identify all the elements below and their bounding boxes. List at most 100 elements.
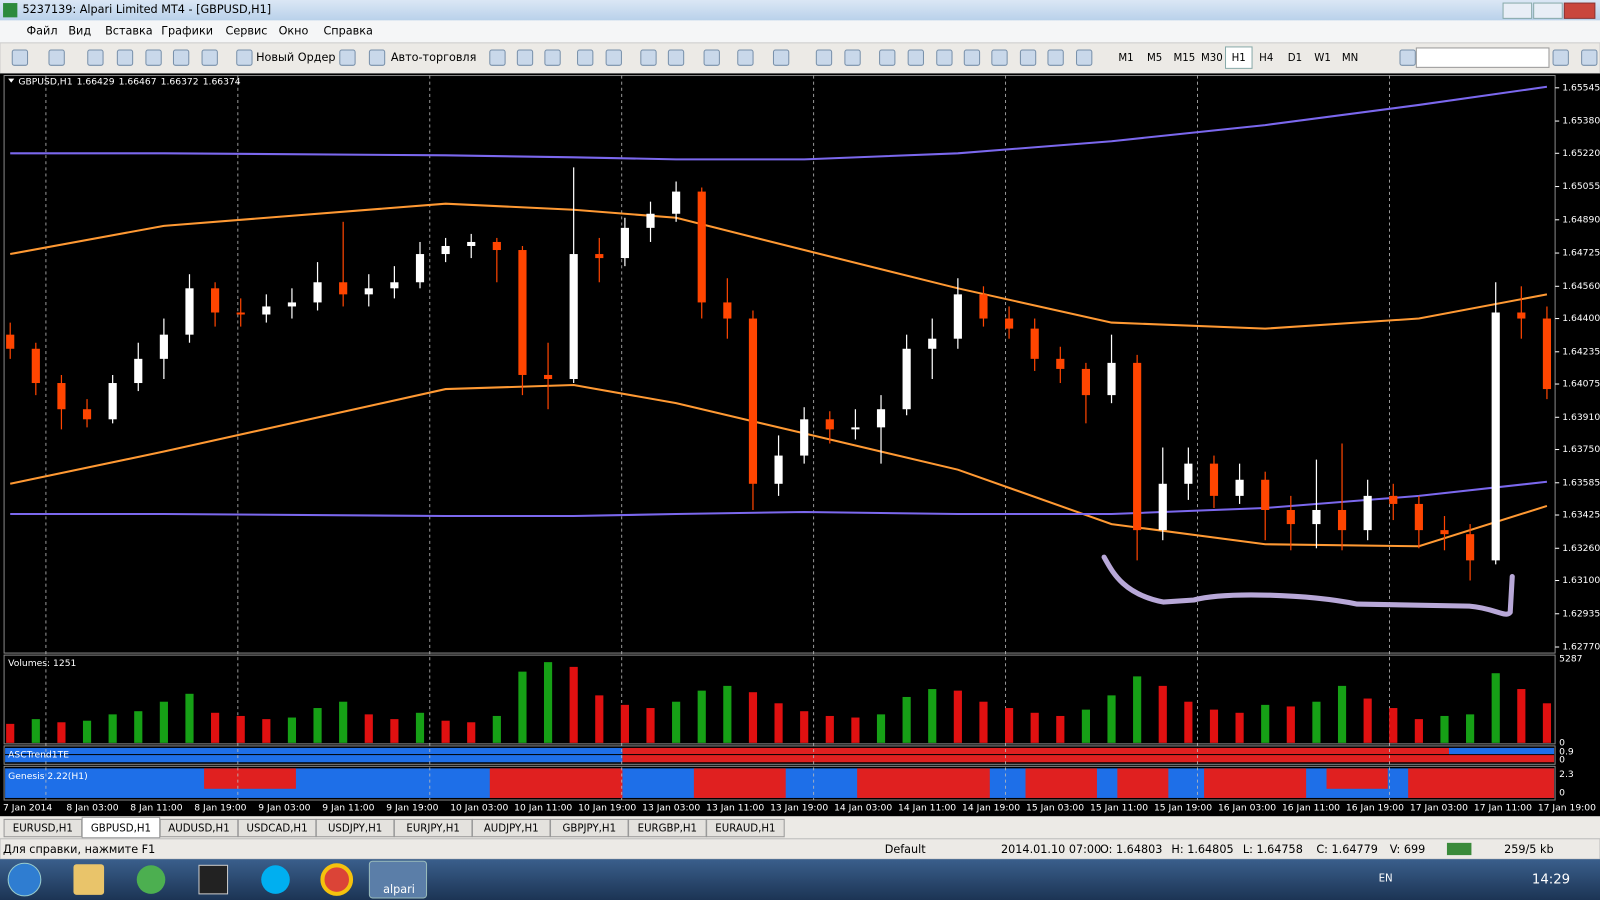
candle-body [723, 302, 732, 319]
toolbar-icon[interactable] [1019, 49, 1037, 66]
toolbar-icon[interactable] [1552, 49, 1569, 66]
toolbar-icon[interactable] [844, 49, 861, 66]
timeframe-button[interactable]: M5 [1147, 53, 1162, 64]
toolbar-icon[interactable] [640, 49, 657, 66]
toolbar-icon[interactable] [577, 49, 594, 66]
header-close: 1.66374 [203, 76, 241, 87]
hand-drawn-annotation [1101, 554, 1515, 617]
menu-item[interactable]: Сервис [226, 25, 268, 38]
toolbar-icon[interactable] [737, 49, 754, 66]
toolbar-icon[interactable] [605, 49, 622, 66]
taskbar-chrome[interactable] [320, 863, 354, 896]
taskbar-utorrent[interactable] [136, 865, 166, 894]
time-label: 17 Jan 03:00 [1410, 803, 1468, 814]
candle-body [928, 338, 937, 349]
toolbar-icon[interactable] [48, 49, 65, 66]
toolbar-icon[interactable] [936, 49, 953, 66]
volume-bar [108, 714, 117, 743]
toolbar-icon[interactable] [1076, 49, 1093, 66]
toolbar-icon[interactable] [172, 49, 190, 66]
timeframe-button[interactable]: M15 [1173, 53, 1195, 64]
menu-item[interactable]: Файл [27, 25, 58, 38]
menu-item[interactable]: Графики [161, 25, 213, 38]
candle-body [339, 282, 348, 295]
price-tick-label: 1.63100 [1562, 575, 1600, 586]
close-button[interactable] [1563, 2, 1596, 19]
timeframe-button[interactable]: M30 [1201, 53, 1223, 64]
menu-bar [0, 20, 1600, 43]
toolbar-icon[interactable] [907, 49, 924, 66]
search-box[interactable] [1415, 47, 1550, 68]
taskbar-alpari[interactable] [368, 860, 428, 899]
menu-item[interactable]: Справка [323, 25, 372, 38]
toolbar-icon[interactable] [87, 49, 104, 66]
toolbar-icon[interactable] [1399, 49, 1416, 66]
toolbar-icon[interactable] [339, 49, 356, 66]
menu-item[interactable]: Вид [68, 25, 91, 38]
candle-body [492, 241, 501, 251]
time-label: 7 Jan 2014 [3, 803, 52, 814]
price-tick-label: 1.65545 [1562, 82, 1600, 93]
toolbar-button[interactable]: Авто-торговля [391, 51, 477, 64]
volume-bar [467, 722, 476, 743]
asc-strip [1448, 747, 1555, 755]
toolbar-icon[interactable] [11, 49, 29, 66]
start-button[interactable] [7, 862, 42, 897]
timeframe-button[interactable]: M1 [1118, 53, 1133, 64]
candle-body [1235, 479, 1244, 496]
genesis-strip [693, 768, 786, 798]
volume-bar [1363, 698, 1372, 743]
taskbar-skype[interactable] [261, 865, 290, 894]
tab-label: EURGBP,H1 [638, 824, 697, 835]
tab-label: EURAUD,H1 [715, 824, 775, 835]
toolbar-icon[interactable] [116, 49, 134, 66]
toolbar-icon[interactable] [963, 49, 981, 66]
volume-bar [569, 666, 578, 743]
toolbar-icon[interactable] [201, 49, 218, 66]
toolbar-icon[interactable] [1581, 49, 1598, 66]
maximize-button[interactable] [1533, 2, 1563, 19]
volume-bar [1517, 689, 1526, 743]
volume-bar [672, 701, 681, 743]
volume-bar [1261, 704, 1270, 743]
tab[interactable] [706, 818, 785, 838]
taskbar-app[interactable] [198, 864, 229, 895]
timeframe-button[interactable]: H4 [1259, 53, 1273, 64]
candle-body [1312, 509, 1321, 525]
toolbar-icon[interactable] [1047, 49, 1064, 66]
toolbar-icon[interactable] [991, 49, 1008, 66]
time-label: 16 Jan 03:00 [1218, 803, 1276, 814]
timeframe-button[interactable]: D1 [1288, 53, 1302, 64]
toolbar-icon[interactable] [703, 49, 720, 66]
toolbar-icon[interactable] [544, 49, 561, 66]
minimize-button[interactable] [1502, 2, 1533, 19]
candle-body [364, 288, 373, 295]
toolbar-icon[interactable] [667, 49, 685, 66]
toolbar-button[interactable]: Новый Ордер [256, 51, 335, 64]
timeframe-button[interactable]: MN [1342, 53, 1358, 64]
toolbar-icon[interactable] [489, 49, 506, 66]
indicator-tick-label: 0.9 [1559, 747, 1574, 758]
toolbar-icon[interactable] [236, 49, 253, 66]
toolbar-icon[interactable] [879, 49, 896, 66]
candle-body [31, 348, 40, 384]
candle-body [1030, 328, 1039, 359]
taskbar-explorer[interactable] [73, 864, 105, 895]
timeframe-button[interactable]: W1 [1314, 53, 1331, 64]
toolbar-icon[interactable] [815, 49, 833, 66]
volume-bar [313, 708, 322, 743]
timeframe-button[interactable]: H1 [1232, 53, 1246, 64]
volume-bar [415, 712, 425, 743]
volume-bar [6, 723, 15, 743]
menu-item[interactable]: Вставка [105, 25, 153, 38]
toolbar-icon[interactable] [368, 49, 386, 66]
volume-bar [31, 719, 40, 743]
volume-bar [1312, 701, 1321, 743]
toolbar-icon[interactable] [145, 49, 162, 66]
toolbar-icon[interactable] [772, 49, 790, 66]
toolbar-icon[interactable] [516, 49, 534, 66]
candle-body [876, 409, 886, 428]
main-panel [3, 75, 1556, 654]
menu-item[interactable]: Окно [279, 25, 309, 38]
